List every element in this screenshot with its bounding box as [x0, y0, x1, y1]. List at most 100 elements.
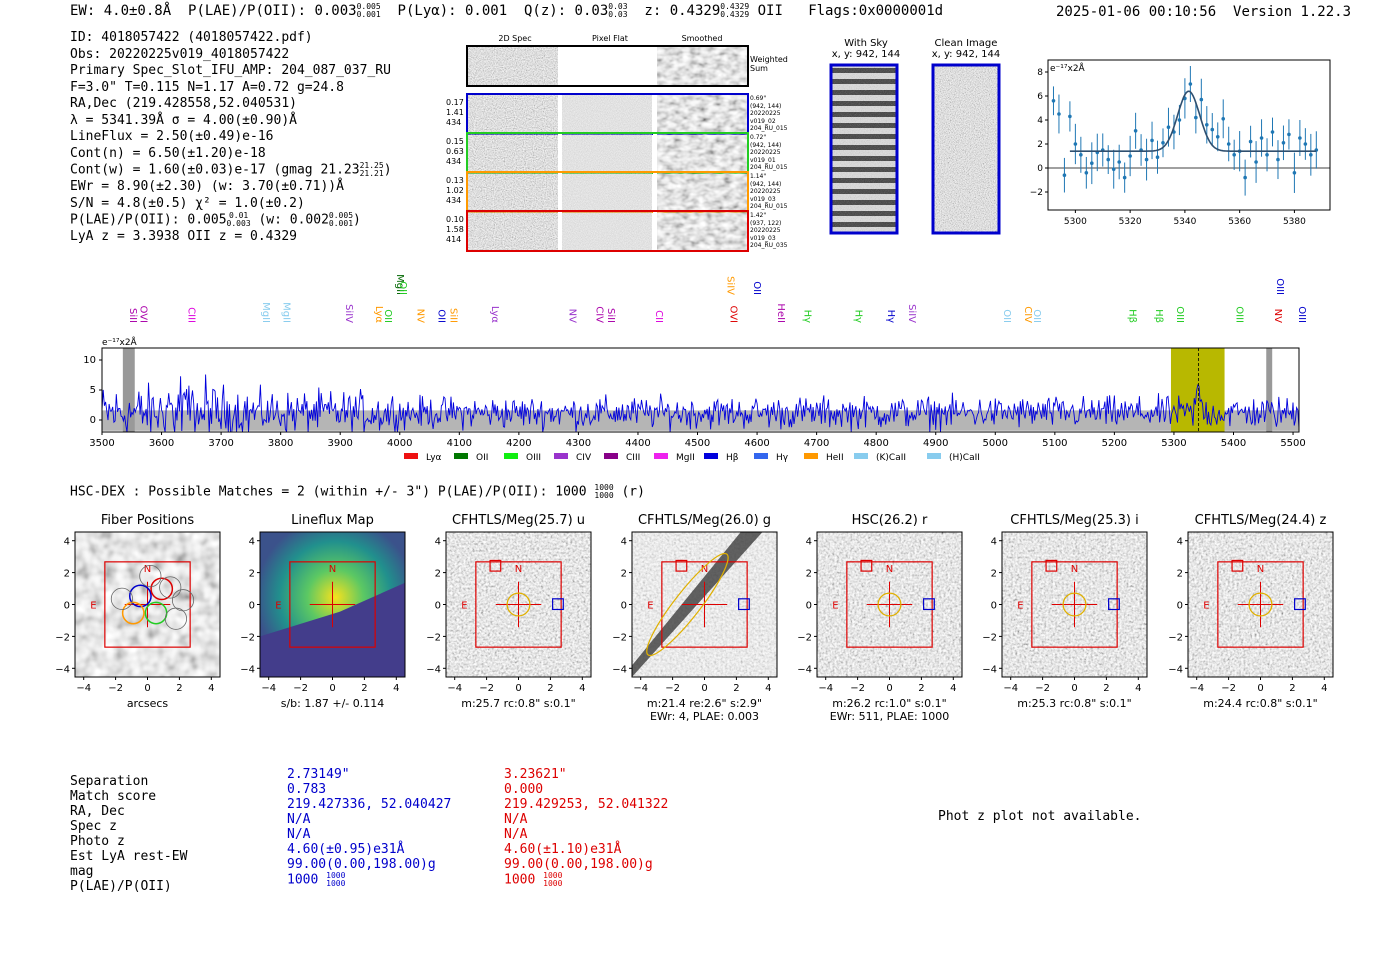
header-z-line: OII [757, 3, 783, 19]
fiber-row-left-label: 0.17 1.41 434 [446, 98, 464, 127]
match-row-label: P(LAE)/P(OII) [70, 879, 172, 894]
fit-point [1199, 97, 1204, 102]
fit-point [1128, 154, 1132, 158]
fit-point [1309, 153, 1313, 157]
fit-ytick: 8 [1037, 68, 1043, 78]
stamp-ytick: −2 [55, 632, 70, 643]
spectrum-xtick: 3600 [149, 438, 174, 449]
fit-point [1073, 142, 1078, 146]
cutout-col-header: 2D Spec [498, 34, 532, 43]
fit-point [1281, 141, 1286, 145]
stamp-image: N E 4 2 0 −2 −4 −4 −2 0 2 4 [982, 531, 1148, 694]
stamp-ytick: 0 [621, 601, 627, 612]
fiber-row-right-label: 1.42" (937, 122) 20220225 v019_03 204_RU_035 [750, 212, 788, 249]
emission-line-label: OIII [1174, 306, 1185, 323]
compass-east: E [832, 601, 838, 612]
fit-point [1079, 153, 1083, 157]
fit-point [1111, 167, 1116, 171]
stamp-xtick: 0 [1257, 683, 1263, 694]
legend-label: Hγ [776, 453, 789, 463]
stamp-xtick: −2 [665, 683, 680, 694]
fiber-circle [121, 601, 145, 625]
stamp-xtick: 0 [329, 683, 335, 694]
source-ellipse [1248, 592, 1273, 617]
stamp-xtick: 0 [515, 683, 521, 694]
header-z: z: 0.4329 [644, 3, 721, 19]
cutout-panel: 2D Spec Pixel Flat Smoothed [440, 34, 800, 254]
stamp-ytick: 0 [806, 601, 812, 612]
emission-line-label: Hβ [1153, 309, 1164, 323]
match-value: 99.00(0.00,198.00)g [504, 857, 653, 872]
stamp-ytick: 2 [806, 569, 812, 580]
fit-point [1106, 157, 1111, 162]
info-lambda: λ = 5341.39Å σ = 4.00(±0.90)Å [70, 112, 297, 128]
info-contw: Cont(w) = 1.60(±0.03)e-17 (gmag 21.23 21.… [70, 161, 392, 178]
stamp-ytick: −4 [797, 664, 812, 675]
compass-east: E [90, 601, 96, 612]
match-value: 1000 1000 1000 [287, 871, 346, 888]
emission-line-label: Hγ [802, 310, 813, 324]
match-value: 219.429253, 52.041322 [504, 797, 669, 812]
legend-swatch [754, 453, 768, 459]
emission-line-label: NV [1272, 309, 1283, 323]
spectrum-xtick: 4500 [685, 438, 710, 449]
fiber-row-right-label: 1.14" (942, 144) 20220225 v019_03 204_RU_015 [750, 173, 788, 210]
stamp-xtick: 2 [361, 683, 367, 694]
match-value: 0.783 [287, 782, 327, 797]
match-value: N/A [504, 812, 528, 827]
stamp-ytick: −2 [797, 632, 812, 643]
match-box-red [489, 559, 502, 572]
spectrum-xtick: 4800 [863, 438, 888, 449]
fit-point [1090, 161, 1094, 165]
stamp-ytick: 2 [991, 569, 997, 580]
match-value: N/A [504, 827, 528, 842]
emission-line-label: CIV [593, 306, 604, 323]
emission-line-label: SiII [447, 308, 458, 323]
emission-line-label: OVI [138, 306, 149, 324]
stamp-ytick: 2 [435, 569, 441, 580]
fiber-2dspec [468, 95, 558, 133]
spectrum-xtick: 5300 [1161, 438, 1186, 449]
header-bar: EW: 4.0±0.8Å P(LAE)/P(OII): 0.003 0.005 0.… [70, 2, 944, 20]
weighted-sum-label: Weighted Sum [750, 55, 788, 73]
stamp-xtick: −4 [633, 683, 648, 694]
spectrum-xtick: 5400 [1221, 438, 1246, 449]
match-box-blue [552, 598, 564, 611]
emission-line-label: Hγ [885, 310, 896, 324]
legend-swatch [854, 453, 868, 459]
compass-north: N [515, 564, 522, 575]
emission-line-label: MgII [281, 302, 292, 323]
fiber-smoothed [657, 173, 747, 211]
spectrum-xtick: 5200 [1102, 438, 1127, 449]
match-row-label: RA, Dec [70, 804, 125, 819]
spectrum-ytick: 10 [83, 355, 96, 366]
match-box-red [860, 559, 873, 572]
emission-line-label: SiII [605, 308, 616, 323]
stamp-xtick: −4 [1189, 683, 1204, 694]
stamp-xtick: −2 [108, 683, 123, 694]
stamp-xtick: −4 [76, 683, 91, 694]
stamp-title: Fiber Positions [100, 513, 195, 528]
match-box-blue [738, 598, 750, 611]
fit-point [1188, 82, 1193, 86]
cutout-col-header: Pixel Flat [592, 34, 628, 43]
spectrum-unit-label: e⁻¹⁷x2Å [102, 336, 138, 348]
emission-line-label: OII [1001, 309, 1012, 323]
fiber-2dspec [468, 134, 558, 172]
fiber-2dspec [468, 173, 558, 211]
fit-point [1084, 171, 1089, 175]
match-value: 2.73149" [287, 767, 350, 782]
stamp-ytick: 0 [64, 601, 70, 612]
aperture-box [475, 561, 562, 648]
emission-line-label: Lyα [489, 306, 500, 324]
legend-swatch [927, 453, 941, 459]
match-box-blue [923, 598, 935, 611]
aperture-box [289, 561, 376, 648]
fit-point [1155, 155, 1160, 159]
fit-point [1259, 136, 1264, 140]
emission-line-label: NV [415, 309, 426, 323]
info-lineflux: LineFlux = 2.50(±0.49)e-16 [70, 129, 274, 144]
header-version: Version 1.22.3 [1233, 4, 1352, 20]
weighted-2dspec [468, 47, 558, 85]
legend-swatch [704, 453, 718, 459]
